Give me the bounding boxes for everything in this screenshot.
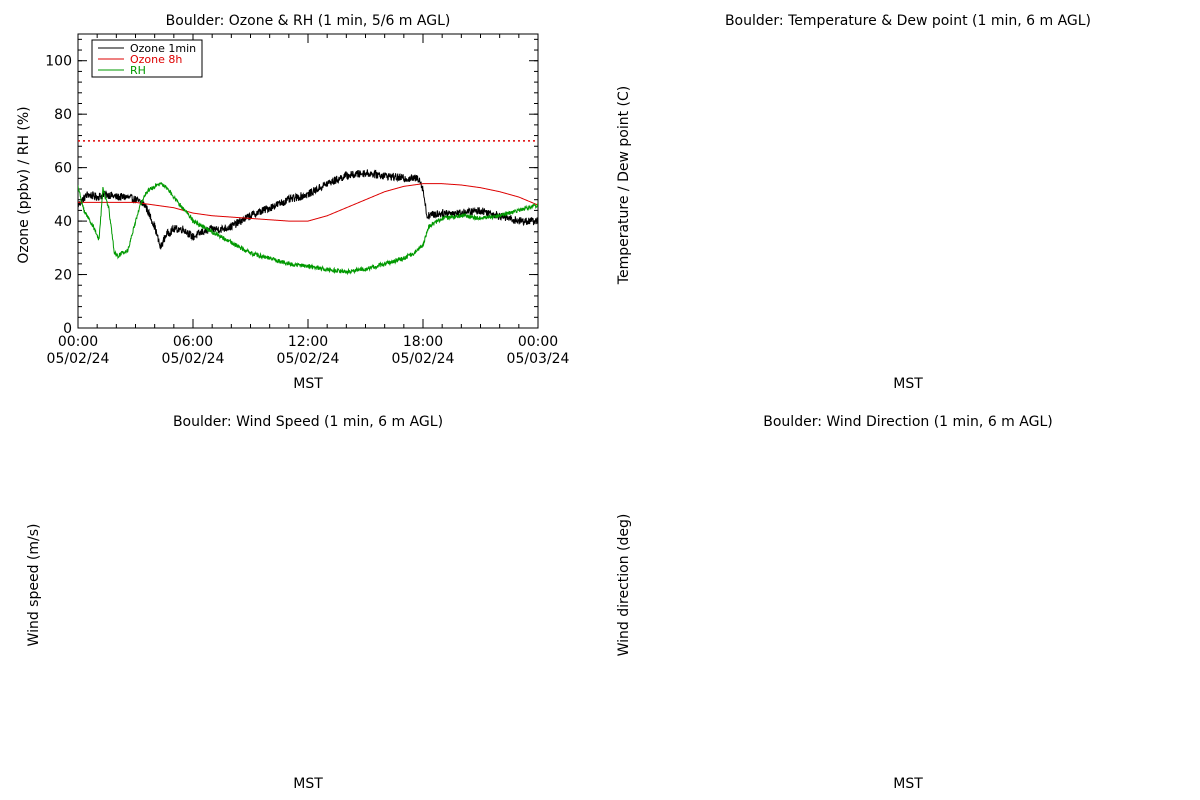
x-tick-label-date: 05/02/24 (762, 751, 825, 767)
y-tick-label: 20 (654, 111, 672, 127)
legend-label: RH (130, 64, 146, 77)
x-tick-label-date: 05/02/24 (992, 351, 1055, 367)
legend-label: Ozone 8h (130, 53, 182, 66)
x-tick-label-date: 05/02/24 (647, 351, 710, 367)
y-tick-label: 60 (54, 161, 72, 177)
chart-title: Boulder: Wind Direction (1 min, 6 m AGL) (763, 414, 1052, 430)
y-axis-label: Temperature / Dew point (C) (616, 86, 632, 285)
legend-label: Temperature (729, 42, 800, 55)
y-tick-label: 20 (54, 268, 72, 284)
x-tick-label-date: 05/02/24 (392, 751, 455, 767)
series-line-ozone-8h (78, 183, 538, 222)
plot-frame (678, 436, 1138, 728)
x-tick-label-time: 00:00 (518, 734, 558, 750)
y-tick-label: 270 (645, 502, 672, 518)
y-tick-label: 0 (663, 195, 672, 211)
x-tick-label-date: 05/03/24 (507, 351, 570, 367)
x-tick-label-time: 18:00 (403, 734, 443, 750)
legend-label: Dew point (730, 53, 786, 66)
x-tick-label-time: 12:00 (888, 734, 928, 750)
series-line-wind-direction (678, 436, 1138, 728)
plot-frame (77, 33, 539, 329)
x-tick-label-time: 00:00 (1118, 334, 1158, 350)
x-tick-label-date: 05/03/24 (507, 751, 570, 767)
x-tick-label-date: 05/02/24 (162, 351, 225, 367)
y-tick-label: 180 (645, 575, 672, 591)
x-tick-label-time: 06:00 (173, 334, 213, 350)
x-tick-label-date: 05/02/24 (647, 751, 710, 767)
plot-frame (78, 436, 538, 728)
y-tick-label: 0 (663, 721, 672, 737)
series-line-temperature (678, 136, 1138, 189)
x-tick-label-time: 18:00 (403, 334, 443, 350)
y-axis-label: Wind speed (m/s) (26, 524, 42, 647)
x-tick-label-time: 00:00 (58, 734, 98, 750)
x-tick-label-date: 05/02/24 (162, 751, 225, 767)
y-tick-label: 100 (45, 54, 72, 70)
x-tick-label-date: 05/02/24 (392, 351, 455, 367)
y-tick-label: -10 (649, 237, 672, 253)
legend (692, 40, 816, 66)
y-tick-label: -30 (649, 321, 672, 337)
y-tick-label: 0 (63, 721, 72, 737)
y-tick-label: 5 (63, 648, 72, 664)
x-tick-label-date: 05/03/24 (1107, 751, 1170, 767)
x-tick-label-time: 06:00 (773, 334, 813, 350)
x-tick-label-time: 06:00 (773, 734, 813, 750)
y-tick-label: 40 (654, 27, 672, 43)
x-tick-label-time: 00:00 (658, 734, 698, 750)
x-axis-label: MST (293, 776, 323, 792)
x-tick-label-date: 05/02/24 (277, 351, 340, 367)
x-tick-label-date: 05/02/24 (877, 351, 940, 367)
x-tick-label-time: 00:00 (58, 334, 98, 350)
series-line-ozone-1min (78, 169, 538, 250)
y-tick-label: 360 (645, 429, 672, 445)
x-tick-label-time: 06:00 (173, 734, 213, 750)
y-axis-label: Ozone (ppbv) / RH (%) (16, 106, 32, 263)
y-tick-label: 40 (54, 214, 72, 230)
y-tick-label: 15 (54, 502, 72, 518)
series-line-rh (78, 182, 538, 276)
x-tick-label-date: 05/02/24 (877, 751, 940, 767)
panel-wind-speed: Boulder: Wind Speed (1 min, 6 m AGL) MST… (26, 414, 443, 792)
chart-title: Boulder: Temperature & Dew point (1 min,… (725, 13, 1091, 29)
x-tick-label-time: 12:00 (888, 334, 928, 350)
x-tick-label-date: 05/02/24 (277, 751, 340, 767)
x-tick-label-time: 00:00 (518, 334, 558, 350)
y-tick-label: 30 (654, 69, 672, 85)
x-axis-label: MST (893, 776, 923, 792)
y-tick-label: 80 (54, 107, 72, 123)
x-tick-label-date: 05/02/24 (762, 351, 825, 367)
x-tick-label-time: 12:00 (288, 334, 328, 350)
chart-title: Boulder: Wind Speed (1 min, 6 m AGL) (173, 414, 443, 430)
plot-frame (678, 34, 1138, 328)
x-tick-label-date: 05/02/24 (992, 751, 1055, 767)
panel-ozone-rh: Boulder: Ozone & RH (1 min, 5/6 m AGL) M… (16, 13, 1170, 767)
y-tick-label: 20 (54, 429, 72, 445)
x-tick-label-date: 05/02/24 (47, 751, 110, 767)
panel-wind-direction: Boulder: Wind Direction (1 min, 6 m AGL)… (616, 414, 1053, 792)
y-tick-label: 0 (63, 321, 72, 337)
series-line-dew-point (678, 205, 1138, 249)
x-tick-label-time: 12:00 (288, 734, 328, 750)
x-tick-label-time: 00:00 (1118, 734, 1158, 750)
x-tick-label-date: 05/03/24 (1107, 351, 1170, 367)
y-tick-label: 90 (654, 648, 672, 664)
x-tick-label-time: 00:00 (658, 334, 698, 350)
x-axis-label: MST (893, 376, 923, 392)
y-tick-label: 10 (654, 153, 672, 169)
series-line-wind-speed (78, 598, 538, 725)
y-axis-label: Wind direction (deg) (616, 514, 632, 657)
x-tick-label-date: 05/02/24 (47, 351, 110, 367)
legend-label: Ozone 1min (130, 42, 196, 55)
y-tick-label: 10 (54, 575, 72, 591)
chart-title: Boulder: Ozone & RH (1 min, 5/6 m AGL) (166, 13, 451, 29)
x-axis-label: MST (293, 376, 323, 392)
x-tick-label-time: 18:00 (1003, 334, 1043, 350)
y-tick-label: -20 (649, 279, 672, 295)
panel-temperature-dewpoint: Boulder: Temperature & Dew point (1 min,… (616, 13, 1091, 392)
x-tick-label-time: 18:00 (1003, 734, 1043, 750)
